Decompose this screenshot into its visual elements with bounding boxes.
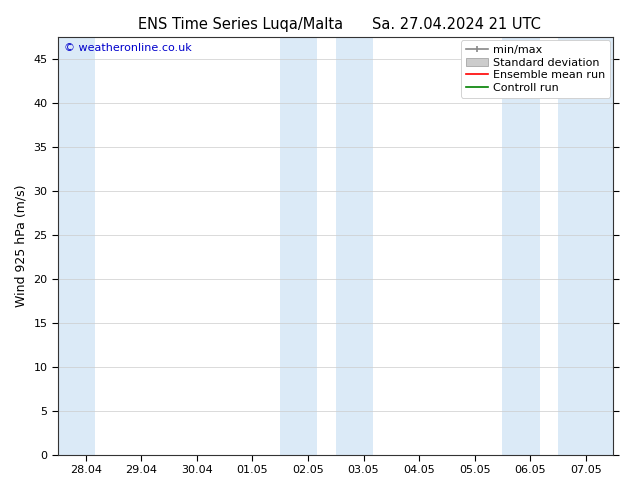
Text: ENS Time Series Luqa/Malta: ENS Time Series Luqa/Malta xyxy=(138,17,344,32)
Text: © weatheronline.co.uk: © weatheronline.co.uk xyxy=(63,43,191,53)
Bar xyxy=(336,37,373,455)
Bar xyxy=(558,37,614,455)
Bar xyxy=(280,37,318,455)
Bar xyxy=(502,37,540,455)
Bar xyxy=(58,37,95,455)
Legend: min/max, Standard deviation, Ensemble mean run, Controll run: min/max, Standard deviation, Ensemble me… xyxy=(461,40,610,98)
Y-axis label: Wind 925 hPa (m/s): Wind 925 hPa (m/s) xyxy=(15,185,28,307)
Text: Sa. 27.04.2024 21 UTC: Sa. 27.04.2024 21 UTC xyxy=(372,17,541,32)
